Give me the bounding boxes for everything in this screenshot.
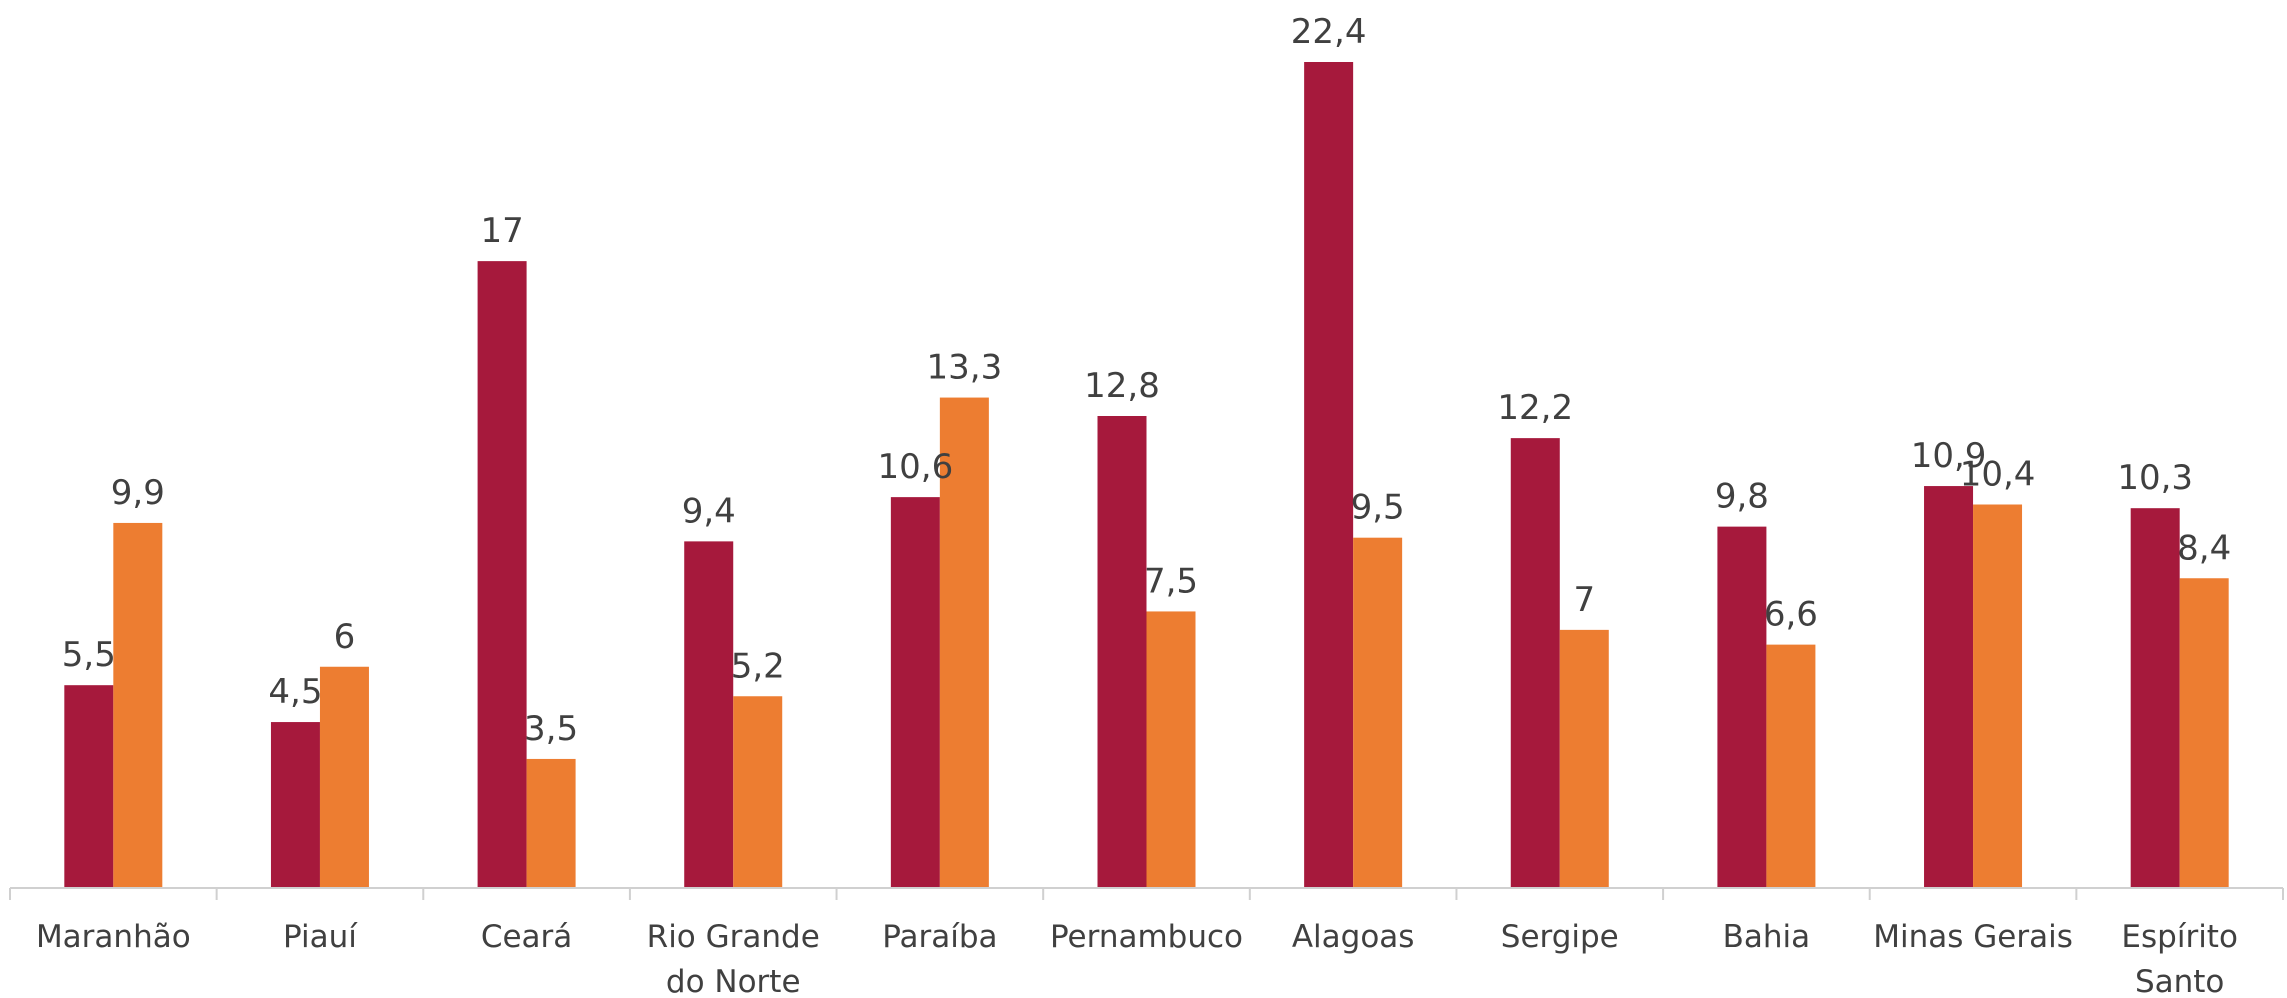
data-label-series2-0: 9,9 — [111, 473, 165, 513]
category-label-3: Rio Grande do Norte — [647, 919, 820, 998]
category-label-8: Bahia — [1723, 919, 1811, 955]
category-label-9: Minas Gerais — [1873, 919, 2073, 955]
data-label-series1-9: 10,9 — [1911, 436, 1987, 476]
data-label-series1-1: 4,5 — [268, 672, 322, 712]
category-label-line: Sergipe — [1501, 919, 1619, 955]
bar-series2-0 — [113, 522, 163, 888]
bar-series2-5 — [1146, 611, 1196, 888]
data-label-series1-10: 10,3 — [2117, 458, 2193, 498]
category-label-line: Paraíba — [882, 919, 997, 955]
data-label-series2-6: 9,5 — [1351, 488, 1405, 528]
data-label-series2-3: 5,2 — [731, 646, 785, 686]
bar-series1-9 — [1924, 486, 1974, 888]
data-label-series1-7: 12,2 — [1497, 388, 1573, 428]
category-label-10: Espírito Santo — [2121, 919, 2238, 998]
data-label-series1-0: 5,5 — [62, 635, 116, 675]
bar-series1-1 — [270, 722, 320, 888]
bar-series1-6 — [1304, 62, 1354, 888]
bar-series2-2 — [526, 758, 576, 888]
category-label-line: Santo — [2135, 964, 2224, 998]
data-label-series1-8: 9,8 — [1715, 477, 1769, 517]
category-label-line: Bahia — [1723, 919, 1811, 955]
category-label-line: Rio Grande — [647, 919, 820, 955]
data-label-series2-9: 10,4 — [1960, 455, 2036, 495]
bar-series1-4 — [890, 497, 940, 888]
bars-layer — [64, 62, 2229, 888]
category-label-line: Maranhão — [36, 919, 191, 955]
category-label-line: Alagoas — [1292, 919, 1415, 955]
bar-series2-6 — [1353, 537, 1403, 888]
category-label-6: Alagoas — [1292, 919, 1415, 955]
category-label-line: Ceará — [481, 919, 572, 955]
data-label-series2-2: 3,5 — [524, 709, 578, 749]
category-label-7: Sergipe — [1501, 919, 1619, 955]
data-label-series2-8: 6,6 — [1764, 595, 1818, 635]
bar-series2-9 — [1973, 504, 2023, 888]
bar-series2-7 — [1559, 629, 1609, 888]
bar-series1-10 — [2130, 508, 2180, 888]
bar-series2-8 — [1766, 644, 1816, 888]
category-label-5: Pernambuco — [1050, 919, 1243, 955]
bar-series1-5 — [1097, 416, 1147, 888]
data-label-series2-4: 13,3 — [927, 348, 1003, 388]
data-label-series2-5: 7,5 — [1144, 561, 1198, 601]
data-label-series1-6: 22,4 — [1291, 12, 1367, 52]
category-label-4: Paraíba — [882, 919, 997, 955]
category-labels-layer: Maranhão Piauí Ceará Rio Grande do Norte Para… — [36, 919, 2238, 998]
data-label-series1-3: 9,4 — [682, 491, 736, 531]
value-labels-layer: 5,5 9,9 4,5 6 17 3,5 9,4 5,2 10,6 13,3 12,8 7,5 22,4… — [62, 12, 2231, 749]
bar-series1-0 — [64, 685, 114, 888]
bar-series2-4 — [939, 397, 989, 888]
category-label-line: Pernambuco — [1050, 919, 1243, 955]
category-label-line: Piauí — [283, 919, 358, 955]
x-axis — [9, 887, 2284, 900]
data-label-series1-2: 17 — [480, 211, 523, 251]
bar-series1-3 — [684, 541, 734, 888]
bar-series2-3 — [733, 696, 783, 888]
data-label-series1-5: 12,8 — [1084, 366, 1160, 406]
category-label-0: Maranhão — [36, 919, 191, 955]
category-label-line: do Norte — [666, 964, 801, 998]
category-label-line: Espírito — [2121, 919, 2238, 955]
data-label-series2-7: 7 — [1573, 580, 1595, 620]
category-label-2: Ceará — [481, 919, 572, 955]
data-label-series2-10: 8,4 — [2177, 528, 2231, 568]
category-label-1: Piauí — [283, 919, 358, 955]
bar-series2-10 — [2179, 578, 2229, 888]
data-label-series1-4: 10,6 — [878, 447, 954, 487]
bar-series2-1 — [319, 666, 369, 888]
bar-series1-2 — [477, 261, 527, 888]
data-label-series2-1: 6 — [334, 617, 356, 657]
bar-series1-8 — [1717, 526, 1767, 888]
bar-series1-7 — [1510, 438, 1560, 888]
category-label-line: Minas Gerais — [1873, 919, 2073, 955]
